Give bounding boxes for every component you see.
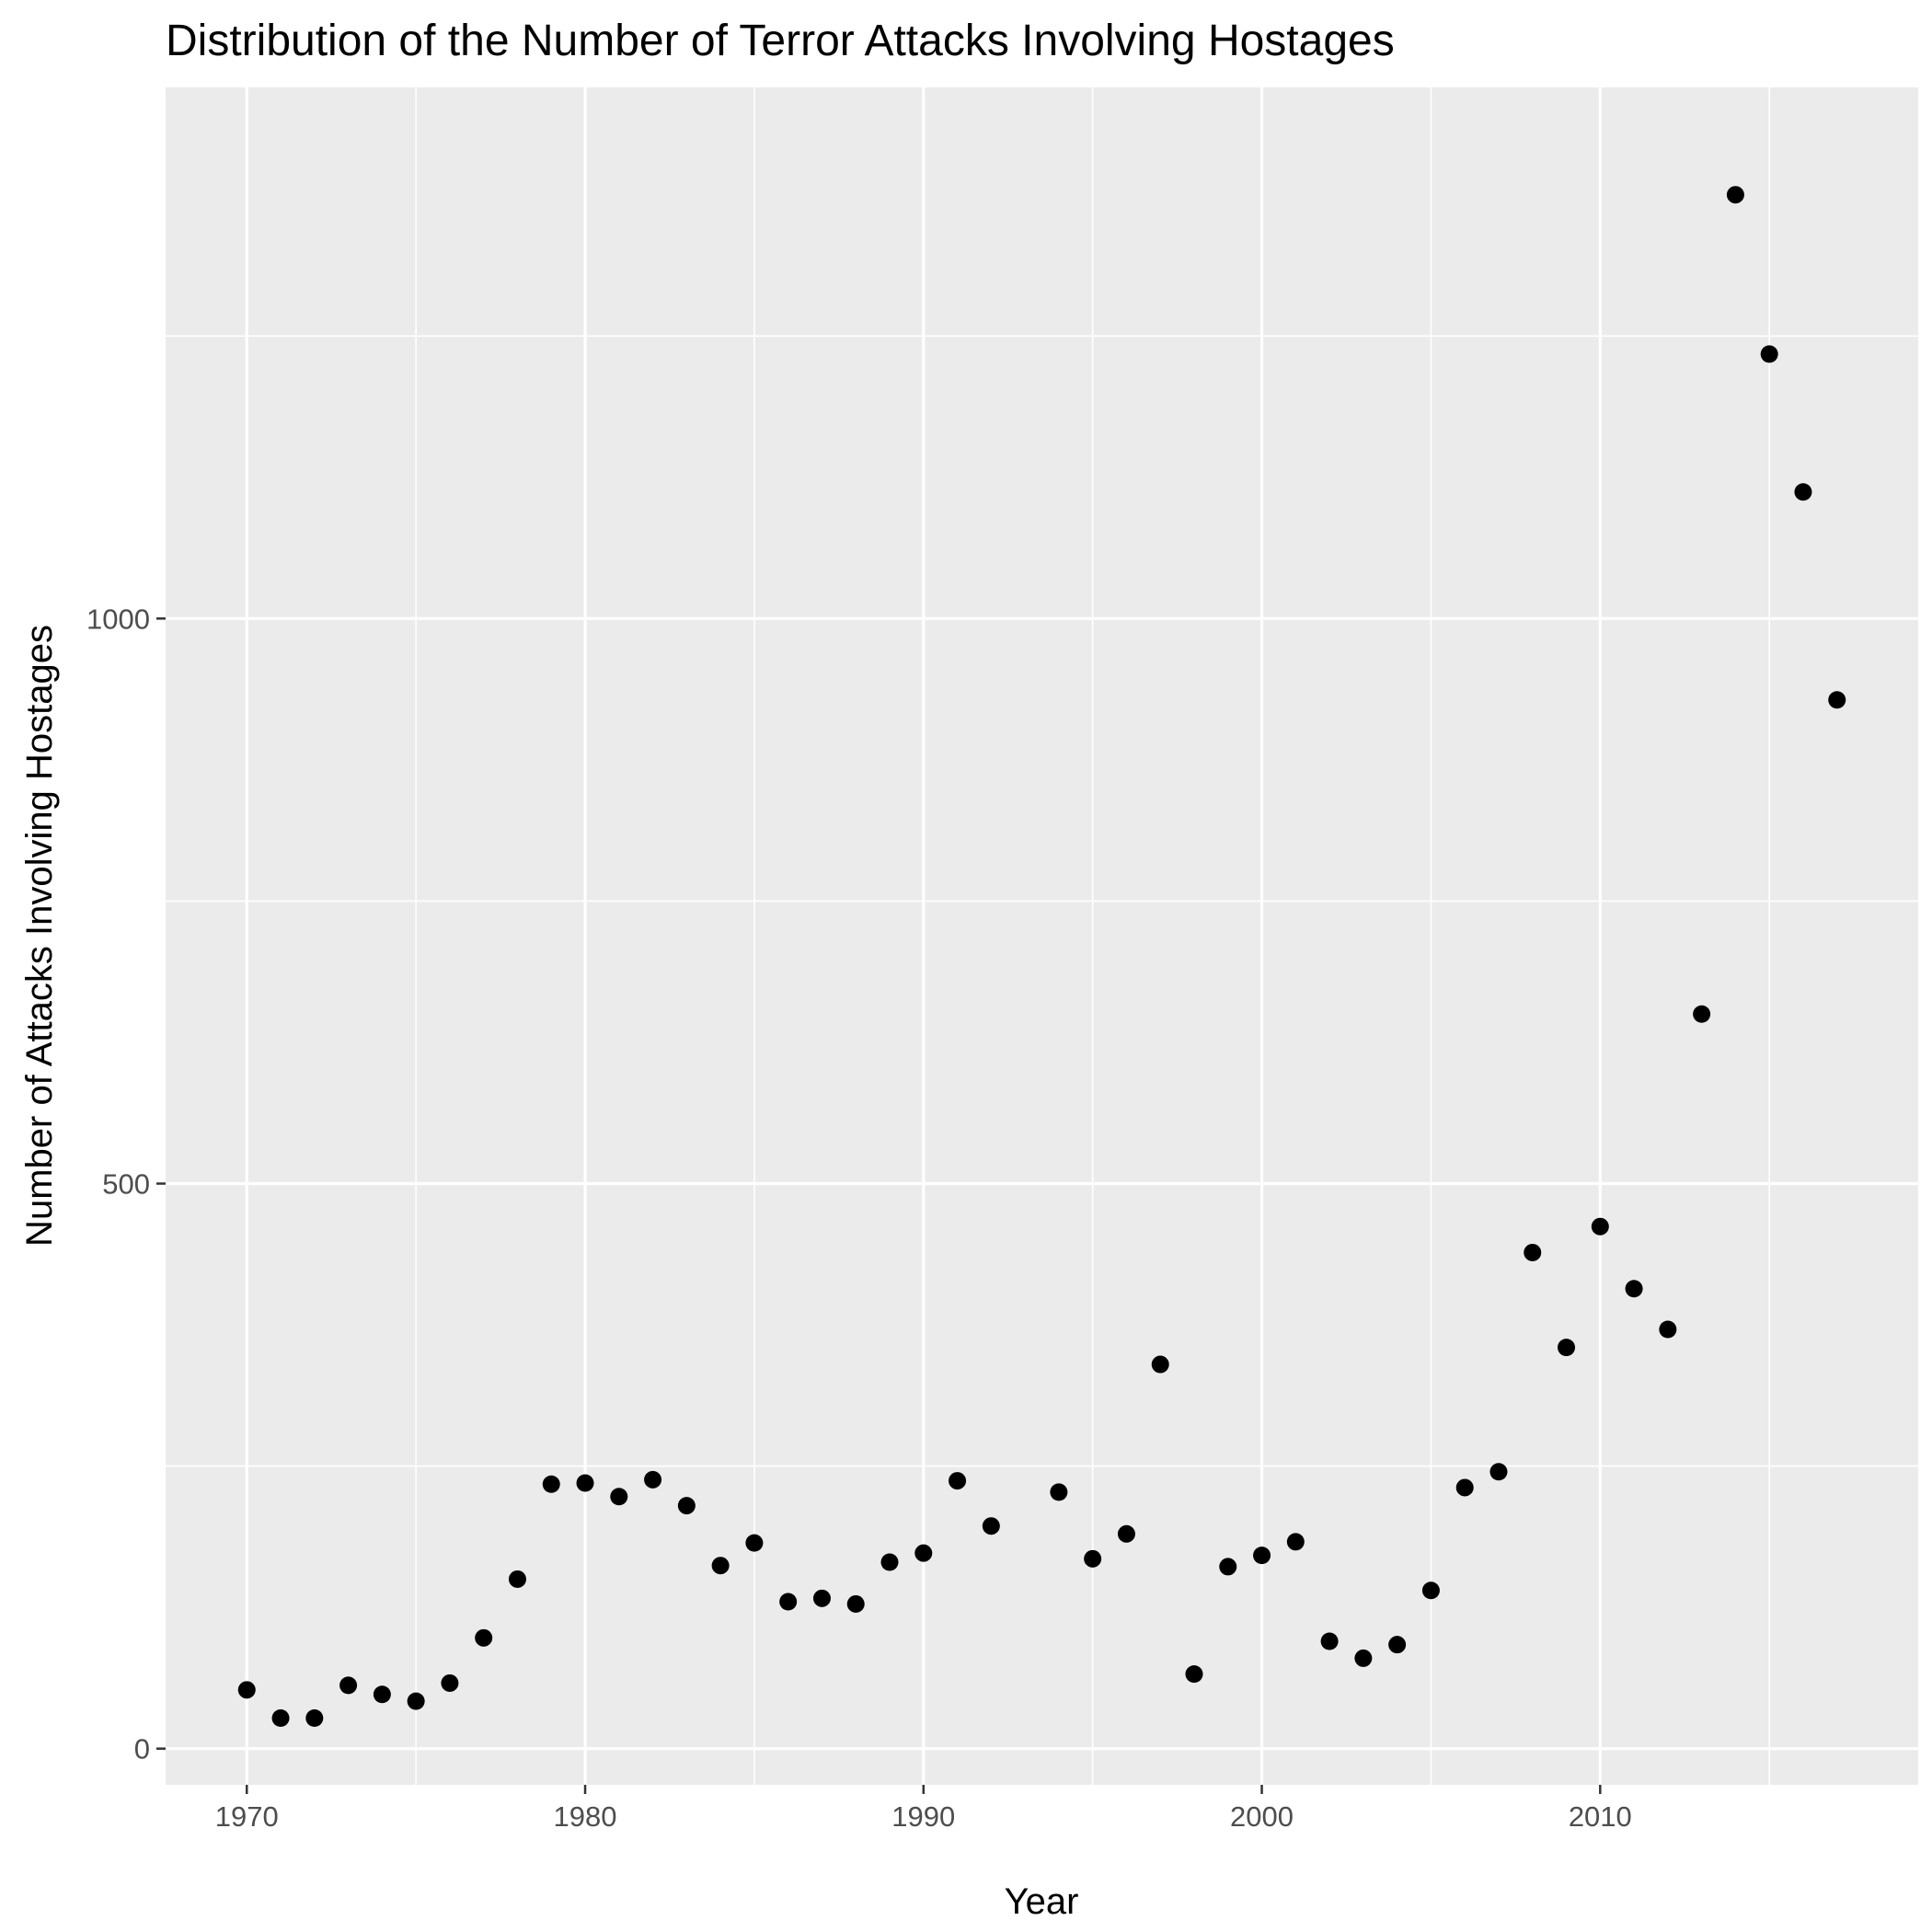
y-tick-label: 1000 <box>86 603 150 635</box>
x-tick-label: 2000 <box>1230 1800 1294 1833</box>
y-axis-ticks: 0 500 1000 <box>86 603 166 1765</box>
data-point <box>1388 1636 1407 1654</box>
x-tick-label: 1970 <box>215 1800 279 1833</box>
data-point <box>1253 1547 1271 1565</box>
data-point <box>542 1475 560 1493</box>
data-point <box>1320 1632 1339 1650</box>
data-point <box>1084 1549 1102 1568</box>
x-tick-label: 2010 <box>1569 1800 1632 1833</box>
x-tick-label: 1980 <box>554 1800 617 1833</box>
data-point <box>1489 1463 1508 1481</box>
data-point <box>1050 1483 1068 1501</box>
data-point <box>475 1628 493 1647</box>
data-point <box>1726 186 1744 204</box>
data-points <box>237 186 1846 1728</box>
data-point <box>441 1673 459 1692</box>
data-point <box>237 1681 256 1699</box>
data-point <box>745 1534 764 1552</box>
data-point <box>1760 345 1778 363</box>
data-point <box>812 1589 831 1607</box>
data-point <box>271 1709 290 1728</box>
major-gridlines <box>166 87 1918 1785</box>
data-point <box>610 1488 628 1506</box>
data-point <box>711 1557 730 1575</box>
data-point <box>1794 483 1812 501</box>
data-point <box>880 1553 899 1571</box>
plot-panel <box>166 87 1918 1785</box>
y-tick-label: 500 <box>102 1168 150 1201</box>
data-point <box>1421 1581 1440 1600</box>
data-point <box>846 1594 865 1613</box>
data-point <box>1625 1280 1643 1298</box>
data-point <box>1117 1524 1135 1543</box>
data-point <box>1524 1243 1542 1261</box>
data-point <box>644 1470 662 1489</box>
data-point <box>1455 1478 1474 1497</box>
data-point <box>949 1472 967 1490</box>
data-point <box>508 1570 526 1588</box>
data-point <box>1185 1665 1203 1684</box>
data-point <box>576 1474 594 1492</box>
data-point <box>1828 691 1846 709</box>
y-tick-label: 0 <box>134 1733 150 1765</box>
data-point <box>1693 1005 1711 1023</box>
data-point <box>677 1497 696 1515</box>
data-point <box>1659 1320 1677 1339</box>
data-point <box>1151 1355 1169 1374</box>
data-point <box>1286 1533 1305 1551</box>
x-axis-title: Year <box>1005 1881 1079 1922</box>
data-point <box>373 1685 391 1704</box>
y-axis-title: Number of Attacks Involving Hostages <box>19 625 60 1247</box>
data-point <box>779 1593 798 1611</box>
data-point <box>407 1692 425 1710</box>
data-point <box>1591 1217 1609 1236</box>
x-axis-ticks: 1970 1980 1990 2000 2010 <box>215 1785 1632 1833</box>
chart-title: Distribution of the Number of Terror Att… <box>166 17 1395 65</box>
x-tick-label: 1990 <box>891 1800 955 1833</box>
minor-gridlines <box>166 87 1918 1785</box>
data-point <box>1219 1558 1237 1576</box>
data-point <box>914 1544 933 1562</box>
data-point <box>305 1709 324 1728</box>
data-point <box>339 1676 358 1695</box>
data-point <box>1354 1649 1373 1667</box>
data-point <box>982 1517 1000 1535</box>
data-point <box>1558 1339 1576 1357</box>
